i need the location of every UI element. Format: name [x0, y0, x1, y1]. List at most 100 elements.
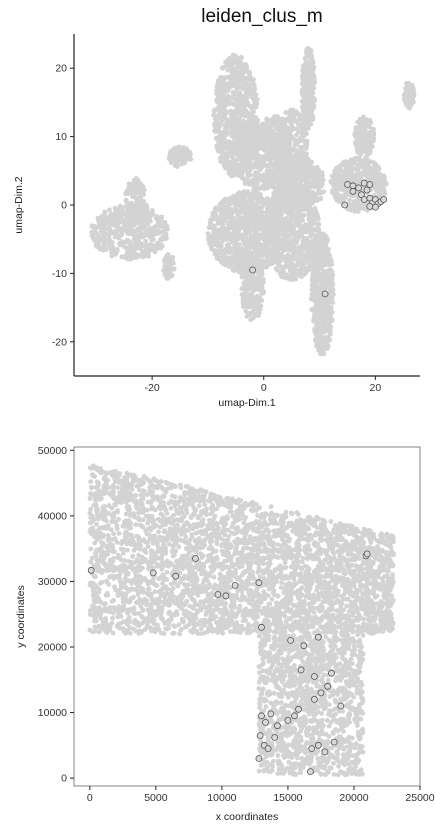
umap-cell-point [305, 226, 311, 232]
umap-cell-point [305, 105, 310, 110]
umap-cell-point [298, 183, 304, 189]
umap-cell-point [246, 246, 252, 252]
umap-cell-point [234, 84, 240, 90]
umap-cell-point [232, 242, 238, 248]
umap-cell-point [300, 87, 305, 93]
umap-cell-point [221, 135, 227, 141]
umap-cell-point [232, 80, 238, 86]
umap-cell-point [230, 90, 236, 95]
umap-cell-point [301, 131, 307, 136]
umap-cell-point [233, 223, 239, 229]
umap-cell-point [258, 177, 264, 183]
umap-cell-point [222, 76, 228, 82]
umap-cell-point [315, 197, 321, 202]
umap-cell-point [247, 131, 252, 137]
umap-cell-point [301, 261, 307, 266]
umap-cell-point [222, 248, 228, 253]
umap-cell-point [215, 124, 221, 129]
umap-cell-point [289, 181, 295, 187]
umap-cell-point [233, 57, 239, 63]
umap-cell-point [257, 241, 263, 247]
umap-cell-point [221, 261, 227, 266]
umap-cell-point [294, 119, 300, 125]
umap-cell-point [291, 226, 297, 232]
umap-cell-point [306, 267, 312, 273]
umap-cell-point [236, 91, 242, 97]
umap-cell-point [346, 171, 352, 176]
umap-cell-point [290, 177, 295, 183]
umap-cell-point [297, 112, 303, 118]
umap-cell-point [241, 136, 247, 142]
umap-cell-point [215, 220, 221, 226]
umap-cell-point [293, 220, 299, 225]
umap-cell-point [248, 87, 254, 92]
umap-cell-point [313, 337, 318, 343]
umap-cell-point [301, 156, 306, 161]
umap-cell-point [286, 110, 291, 115]
umap-cell-point [326, 262, 332, 268]
umap-cell-point [231, 101, 237, 107]
umap-cell-point [375, 186, 380, 192]
umap-cell-point [314, 275, 319, 281]
umap-cell-point [308, 121, 314, 127]
umap-cell-point [298, 214, 303, 220]
umap-cell-point [238, 85, 244, 90]
umap-cell-point [292, 165, 298, 171]
umap-cell-point [335, 178, 340, 184]
umap-cell-point [303, 152, 309, 158]
umap-cell-point [253, 155, 258, 161]
umap-cell-point [300, 78, 306, 84]
umap-cell-point [268, 233, 274, 239]
umap-cell-point [281, 220, 286, 226]
umap-cell-point [314, 242, 320, 248]
umap-cell-point [249, 150, 255, 156]
umap-cell-point [319, 179, 325, 185]
umap-cell-point [251, 282, 256, 287]
umap-cell-point [313, 249, 318, 255]
umap-cell-point [216, 108, 222, 114]
umap-cell-point [300, 98, 306, 104]
umap-cell-point [315, 179, 321, 184]
umap-cell-point [246, 221, 252, 227]
umap-cell-point [367, 149, 373, 154]
umap-cell-point [275, 193, 281, 199]
umap-cell-point [306, 241, 312, 247]
umap-cell-point [363, 122, 369, 128]
umap-cell-point [234, 152, 240, 158]
umap-cell-point [310, 272, 316, 278]
umap-cell-point [304, 64, 310, 69]
umap-cell-point [356, 125, 362, 131]
umap-cell-point [266, 214, 272, 220]
umap-cell-point [215, 83, 221, 89]
umap-cell-point [329, 173, 335, 179]
umap-cell-point [360, 131, 365, 137]
umap-cell-point [248, 139, 254, 145]
umap-cell-point [241, 223, 247, 229]
umap-cell-point [302, 236, 308, 242]
umap-cell-point [286, 227, 292, 233]
umap-cell-point [256, 208, 262, 214]
umap-cell-point [321, 189, 327, 195]
umap-cell-point [263, 176, 268, 182]
umap-cell-point [298, 228, 304, 234]
umap-cell-point [242, 240, 248, 245]
umap-cell-point [309, 210, 315, 216]
umap-cell-point [270, 162, 276, 168]
umap-cell-point [301, 171, 306, 177]
umap-cell-point [382, 179, 387, 185]
umap-cell-point [321, 279, 327, 285]
umap-cell-point [352, 160, 358, 166]
umap-cell-point [217, 243, 223, 249]
umap-cell-point [310, 289, 316, 294]
umap-cell-point [367, 140, 373, 146]
umap-cell-point [322, 243, 328, 249]
umap-cell-point [269, 208, 274, 214]
umap-cell-point [237, 242, 242, 248]
umap-cell-point [357, 150, 363, 155]
umap-cell-point [245, 126, 251, 132]
umap-cell-point [311, 255, 316, 260]
umap-cell-point [220, 256, 226, 262]
umap-cell-point [218, 250, 223, 256]
umap-cell-point [308, 96, 314, 102]
